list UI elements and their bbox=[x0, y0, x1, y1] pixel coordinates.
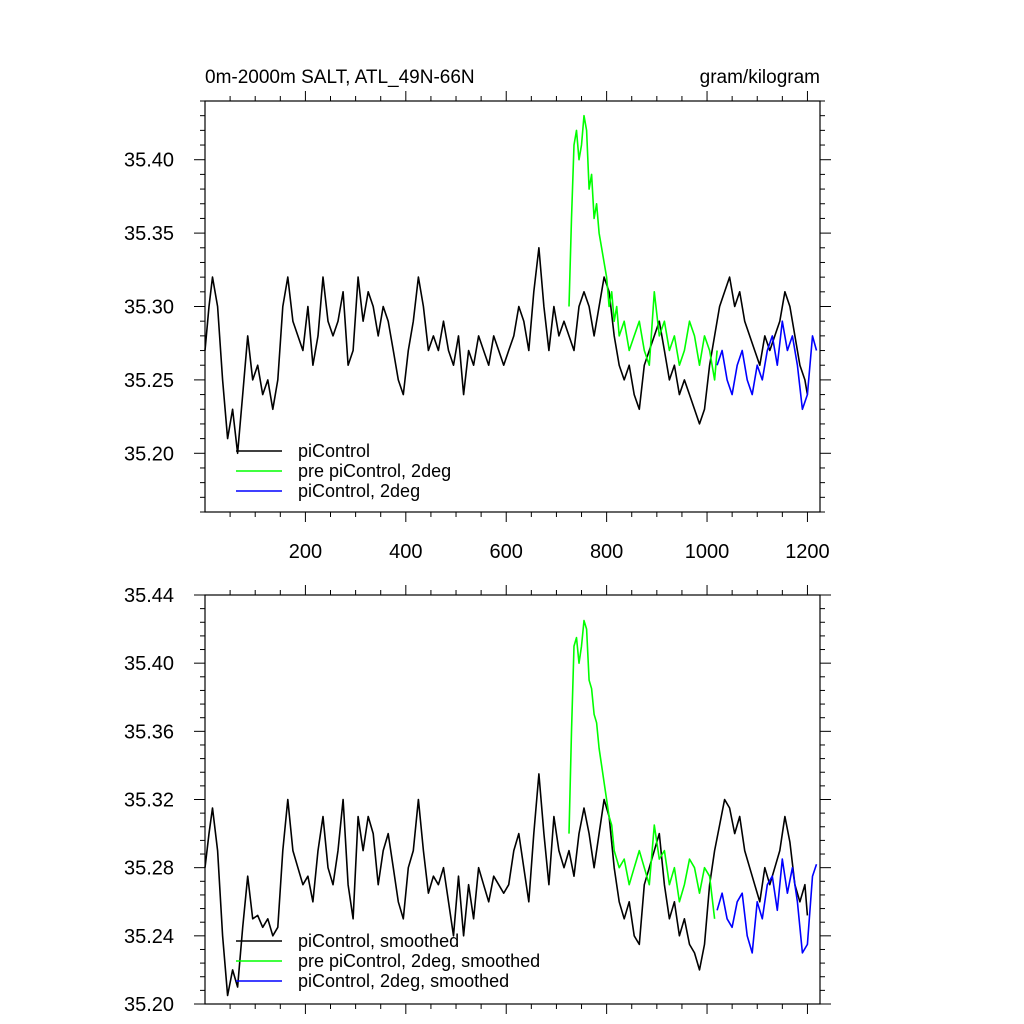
y-tick-label: 35.40 bbox=[124, 150, 174, 172]
chart-title: 0m-2000m SALT, ATL_49N-66N bbox=[205, 67, 475, 88]
y-tick-label: 35.30 bbox=[124, 297, 174, 319]
bottom-panel: 35.20 35.24 35.28 35.32 35.36 35.40 35.44 piCon… bbox=[124, 585, 831, 1016]
y-tick-label: 35.20 bbox=[124, 443, 174, 465]
y-tick-label: 35.25 bbox=[124, 370, 174, 392]
legend-label: piControl, smoothed bbox=[298, 931, 459, 951]
top-panel: 200 400 600 800 1000 1200 35.20 35.25 35.30 35.35… bbox=[124, 91, 831, 563]
y-tick-label: 35.35 bbox=[124, 223, 174, 245]
series-line bbox=[204, 247, 809, 455]
legend-label: piControl bbox=[298, 441, 370, 461]
y-tick-label: 35.20 bbox=[124, 994, 174, 1016]
series-line bbox=[716, 858, 818, 954]
series-line bbox=[716, 320, 818, 411]
legend-label: pre piControl, 2deg, smoothed bbox=[298, 951, 540, 971]
legend-label: piControl, 2deg bbox=[298, 481, 420, 501]
y-tick-label: 35.28 bbox=[124, 858, 174, 880]
x-tick-label: 1000 bbox=[685, 541, 730, 563]
y-tick-label: 35.44 bbox=[124, 585, 174, 607]
series-line bbox=[568, 114, 718, 381]
y-tick-label: 35.24 bbox=[124, 926, 174, 948]
y-tick-label: 35.40 bbox=[124, 653, 174, 675]
x-tick-label: 600 bbox=[490, 541, 523, 563]
y-tick-label: 35.32 bbox=[124, 790, 174, 812]
legend-label: pre piControl, 2deg bbox=[298, 461, 451, 481]
x-tick-label: 200 bbox=[289, 541, 322, 563]
legend-label: piControl, 2deg, smoothed bbox=[298, 971, 509, 991]
x-tick-label: 400 bbox=[389, 541, 422, 563]
y-tick-label: 35.36 bbox=[124, 721, 174, 743]
series-line bbox=[204, 773, 809, 997]
units-label: gram/kilogram bbox=[700, 67, 820, 88]
x-tick-label: 1200 bbox=[785, 541, 830, 563]
series-line bbox=[568, 619, 716, 919]
x-tick-label: 800 bbox=[590, 541, 623, 563]
